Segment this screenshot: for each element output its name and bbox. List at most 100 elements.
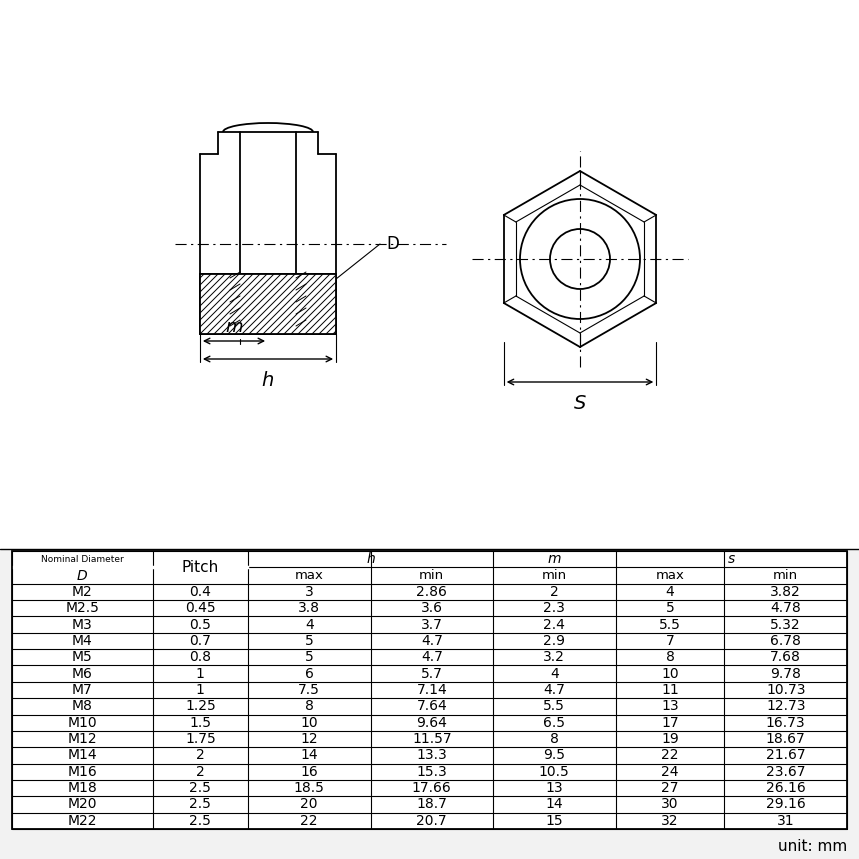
Text: 5: 5 — [666, 601, 674, 615]
Text: 9.64: 9.64 — [417, 716, 448, 729]
Text: 22: 22 — [301, 813, 318, 828]
Text: 10: 10 — [661, 667, 679, 680]
Text: 5: 5 — [305, 650, 314, 664]
Text: 14: 14 — [301, 748, 318, 763]
Text: D: D — [386, 235, 399, 253]
Text: 26.16: 26.16 — [766, 781, 806, 795]
Text: 4: 4 — [305, 618, 314, 631]
Text: 32: 32 — [661, 813, 679, 828]
Text: D: D — [77, 569, 88, 582]
Text: 1: 1 — [196, 683, 204, 697]
Text: 2.5: 2.5 — [189, 813, 211, 828]
Bar — [0, 0, 859, 549]
Text: 4.7: 4.7 — [421, 650, 442, 664]
Text: s: s — [728, 552, 735, 566]
Text: 9.78: 9.78 — [771, 667, 801, 680]
Text: 4.78: 4.78 — [771, 601, 801, 615]
Text: 3.6: 3.6 — [421, 601, 442, 615]
Text: 2: 2 — [550, 585, 558, 599]
Text: 16.73: 16.73 — [766, 716, 806, 729]
Text: 19: 19 — [661, 732, 679, 746]
Text: 4: 4 — [550, 667, 558, 680]
Bar — [200, 274, 336, 334]
Text: M16: M16 — [68, 765, 97, 779]
Text: M2: M2 — [72, 585, 93, 599]
Text: unit: mm: unit: mm — [777, 839, 847, 854]
Text: 31: 31 — [777, 813, 795, 828]
Text: max: max — [295, 569, 324, 582]
Text: M5: M5 — [72, 650, 93, 664]
Text: 20: 20 — [301, 797, 318, 812]
Text: 5.5: 5.5 — [659, 618, 681, 631]
Text: 10.73: 10.73 — [766, 683, 806, 697]
Text: 0.8: 0.8 — [189, 650, 211, 664]
Bar — [200, 274, 336, 334]
Text: 13: 13 — [545, 781, 564, 795]
Text: 13: 13 — [661, 699, 679, 713]
Text: min: min — [542, 569, 567, 582]
Text: M18: M18 — [68, 781, 97, 795]
Text: 29.16: 29.16 — [766, 797, 806, 812]
Text: M6: M6 — [72, 667, 93, 680]
Text: 5.7: 5.7 — [421, 667, 442, 680]
Text: 18.7: 18.7 — [417, 797, 448, 812]
Text: 2: 2 — [196, 748, 204, 763]
Text: 15.3: 15.3 — [417, 765, 448, 779]
Text: 6.78: 6.78 — [771, 634, 801, 648]
Text: 6: 6 — [305, 667, 314, 680]
Text: 13.3: 13.3 — [417, 748, 448, 763]
Text: 16: 16 — [301, 765, 318, 779]
Text: 0.4: 0.4 — [189, 585, 211, 599]
Text: 17.66: 17.66 — [412, 781, 452, 795]
Text: h: h — [366, 552, 375, 566]
Text: 1.25: 1.25 — [185, 699, 216, 713]
Text: 7.68: 7.68 — [771, 650, 801, 664]
Text: 0.45: 0.45 — [185, 601, 216, 615]
Text: 12.73: 12.73 — [766, 699, 806, 713]
Text: 2.5: 2.5 — [189, 781, 211, 795]
Text: 12: 12 — [301, 732, 318, 746]
Text: 4.7: 4.7 — [421, 634, 442, 648]
Text: 2.9: 2.9 — [543, 634, 565, 648]
Text: 8: 8 — [666, 650, 674, 664]
Text: 4: 4 — [666, 585, 674, 599]
Text: 2.86: 2.86 — [417, 585, 448, 599]
Text: 10.5: 10.5 — [539, 765, 570, 779]
Text: 2.5: 2.5 — [189, 797, 211, 812]
Text: 5: 5 — [305, 634, 314, 648]
Text: 30: 30 — [661, 797, 679, 812]
Text: 21.67: 21.67 — [766, 748, 806, 763]
Text: 2.3: 2.3 — [544, 601, 565, 615]
Text: 7: 7 — [666, 634, 674, 648]
Text: 24: 24 — [661, 765, 679, 779]
Text: M12: M12 — [68, 732, 97, 746]
Text: 3.82: 3.82 — [771, 585, 801, 599]
Text: 3.8: 3.8 — [298, 601, 320, 615]
Text: 0.5: 0.5 — [189, 618, 211, 631]
Bar — [12, 551, 847, 829]
Text: 8: 8 — [305, 699, 314, 713]
Text: max: max — [655, 569, 685, 582]
Text: Nominal Diameter: Nominal Diameter — [41, 555, 124, 564]
Text: min: min — [419, 569, 444, 582]
Text: 4.7: 4.7 — [544, 683, 565, 697]
Text: M4: M4 — [72, 634, 93, 648]
Text: 7.14: 7.14 — [417, 683, 448, 697]
Text: 3.7: 3.7 — [421, 618, 442, 631]
Text: 0.7: 0.7 — [189, 634, 211, 648]
Text: M3: M3 — [72, 618, 93, 631]
Text: m: m — [547, 552, 561, 566]
Text: h: h — [262, 371, 274, 390]
Text: M7: M7 — [72, 683, 93, 697]
Text: 11: 11 — [661, 683, 679, 697]
Text: 20.7: 20.7 — [417, 813, 447, 828]
Text: 6.5: 6.5 — [543, 716, 565, 729]
Text: 10: 10 — [301, 716, 318, 729]
Text: 2.4: 2.4 — [544, 618, 565, 631]
Text: M14: M14 — [68, 748, 97, 763]
Text: min: min — [773, 569, 798, 582]
Text: S: S — [574, 394, 586, 413]
Bar — [12, 551, 847, 829]
Text: 9.5: 9.5 — [543, 748, 565, 763]
Text: 17: 17 — [661, 716, 679, 729]
